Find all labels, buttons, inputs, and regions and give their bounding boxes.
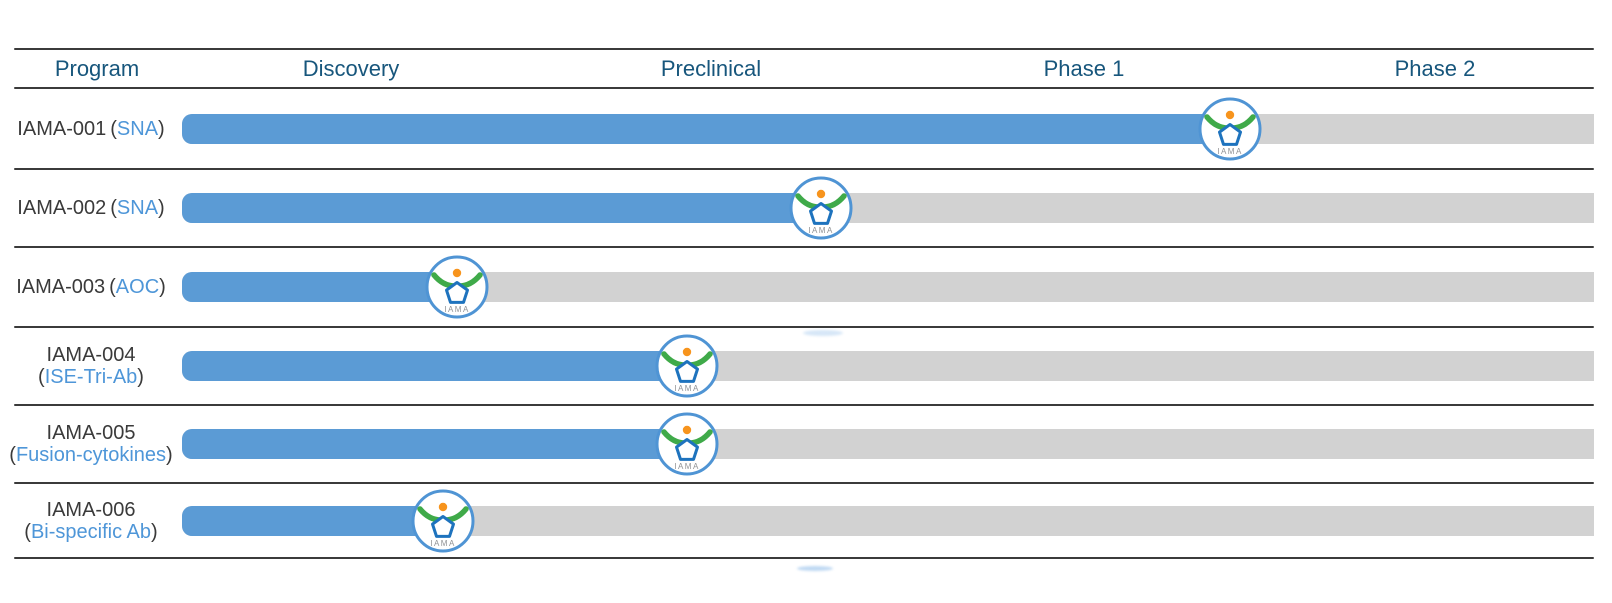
program-name: IAMA-001	[17, 117, 107, 140]
pipeline-row: IAMA-002 (SNA)	[0, 169, 1612, 247]
table-top-line	[14, 47, 1594, 51]
program-modality: SNA	[116, 197, 159, 219]
pipeline-row: IAMA-004 (ISE-Tri-Ab)	[0, 327, 1612, 405]
row-separator	[14, 481, 1594, 485]
faint-artifact	[797, 566, 833, 571]
progress-bar	[182, 113, 1230, 144]
pipeline-row: IAMA-001 (SNA)	[0, 88, 1612, 169]
row-separator	[14, 403, 1594, 407]
program-label: IAMA-005 (Fusion-cytokines)	[9, 422, 173, 466]
iama-logo-icon	[425, 255, 489, 319]
program-name: IAMA-006	[46, 498, 136, 521]
program-name: IAMA-002	[17, 197, 107, 219]
program-label: IAMA-004 (ISE-Tri-Ab)	[38, 344, 144, 388]
row-separator	[14, 245, 1594, 249]
row-separator	[14, 325, 1594, 329]
program-modality: SNA	[116, 117, 159, 140]
progress-bar	[182, 429, 687, 459]
program-modality: ISE-Tri-Ab	[44, 366, 138, 388]
iama-logo-icon	[789, 176, 853, 240]
pipeline-row: IAMA-005 (Fusion-cytokines)	[0, 405, 1612, 483]
progress-bar	[182, 505, 443, 536]
column-header-discovery: Discovery	[302, 56, 400, 81]
program-name: IAMA-004	[46, 344, 136, 366]
progress-bar	[182, 351, 687, 381]
header-bottom-line	[14, 86, 1594, 90]
milestone-marker	[1198, 97, 1262, 161]
progress-bar	[182, 272, 457, 302]
faint-artifact	[803, 330, 843, 336]
program-name: IAMA-005	[46, 422, 136, 444]
table-bottom-line	[14, 556, 1594, 560]
program-label: IAMA-003 (AOC)	[16, 276, 166, 298]
program-label: IAMA-002 (SNA)	[17, 197, 165, 219]
milestone-marker	[789, 176, 853, 240]
milestone-marker	[411, 489, 475, 553]
row-separator	[14, 167, 1594, 171]
program-name: IAMA-003	[16, 276, 106, 298]
column-header-program: Program	[54, 56, 140, 81]
pipeline-row: IAMA-006 (Bi-specific Ab)	[0, 483, 1612, 558]
iama-logo-icon	[1198, 97, 1262, 161]
iama-logo-icon	[411, 489, 475, 553]
milestone-marker	[425, 255, 489, 319]
program-label: IAMA-006 (Bi-specific Ab)	[24, 498, 158, 543]
column-header-preclinical: Preclinical	[660, 56, 762, 81]
program-modality: Fusion-cytokines	[15, 444, 167, 466]
column-header-phase2: Phase 2	[1394, 56, 1476, 81]
program-modality: Bi-specific Ab	[30, 520, 152, 543]
pipeline-row: IAMA-003 (AOC)	[0, 247, 1612, 327]
column-header-phase1: Phase 1	[1043, 56, 1125, 81]
milestone-marker	[655, 412, 719, 476]
program-label: IAMA-001 (SNA)	[17, 117, 165, 140]
program-modality: AOC	[115, 276, 160, 298]
progress-bar	[182, 193, 821, 223]
milestone-marker	[655, 334, 719, 398]
iama-logo-icon	[655, 412, 719, 476]
iama-logo-icon	[655, 334, 719, 398]
